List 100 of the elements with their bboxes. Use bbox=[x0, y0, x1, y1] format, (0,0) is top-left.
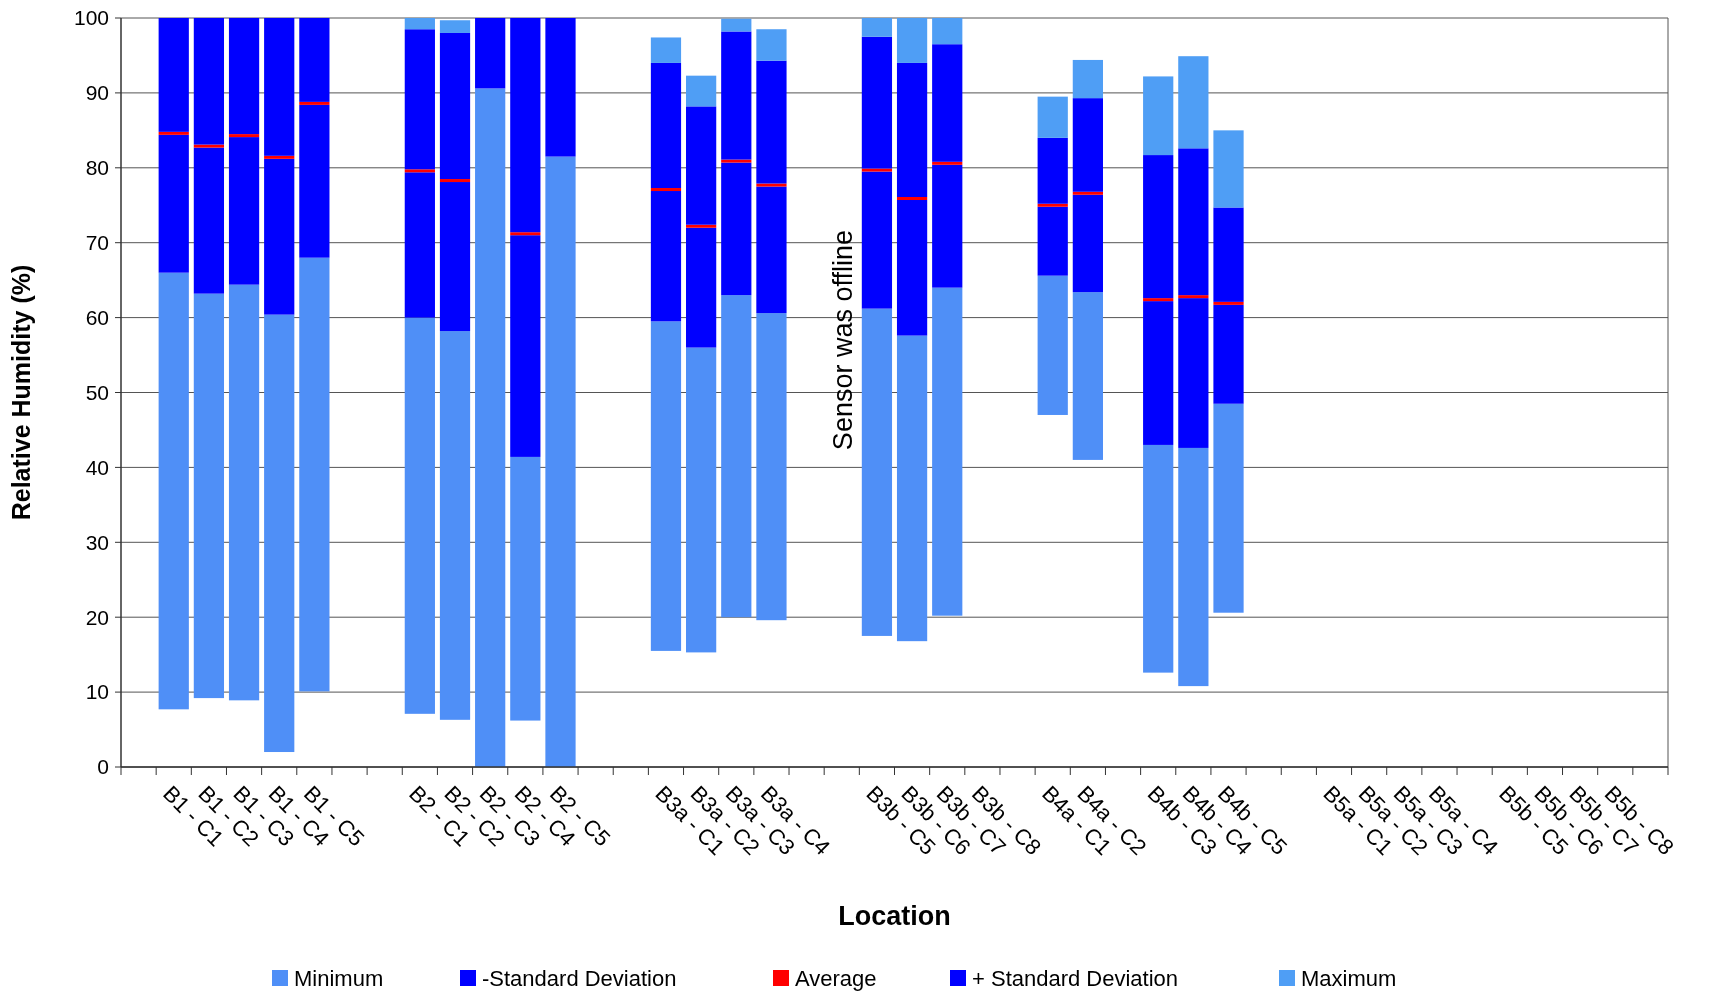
bar bbox=[686, 347, 717, 653]
bar bbox=[896, 18, 928, 63]
bar bbox=[439, 182, 471, 332]
bar bbox=[1037, 203, 1068, 207]
bar bbox=[721, 162, 752, 296]
bar bbox=[1072, 191, 1103, 195]
bar bbox=[1072, 59, 1103, 99]
bar bbox=[475, 88, 506, 767]
y-tick-label: 70 bbox=[85, 231, 109, 255]
bar bbox=[228, 18, 260, 135]
bar bbox=[1178, 148, 1209, 296]
y-tick-label: 50 bbox=[85, 380, 109, 404]
bar bbox=[861, 18, 893, 37]
legend-label: Maximum bbox=[1301, 965, 1397, 991]
bar bbox=[1143, 444, 1174, 673]
bar bbox=[932, 164, 963, 288]
bar bbox=[510, 18, 541, 233]
bar bbox=[404, 29, 435, 170]
bar bbox=[861, 168, 893, 172]
bar bbox=[756, 186, 787, 314]
bar bbox=[1037, 275, 1068, 415]
y-tick-label: 10 bbox=[85, 680, 109, 704]
bar bbox=[896, 197, 928, 201]
y-tick-label: 40 bbox=[85, 455, 109, 479]
bar bbox=[404, 18, 435, 30]
bar bbox=[545, 18, 576, 157]
bar bbox=[404, 169, 435, 173]
bar bbox=[1178, 298, 1209, 448]
bar bbox=[193, 144, 225, 148]
bar bbox=[756, 29, 787, 61]
bar bbox=[158, 272, 189, 710]
y-tick-label: 20 bbox=[85, 605, 109, 629]
y-axis-title: Relative Humidity (%) bbox=[7, 264, 35, 521]
bar bbox=[1213, 301, 1244, 305]
bar bbox=[264, 314, 295, 753]
bar bbox=[1143, 76, 1174, 156]
bar bbox=[721, 18, 752, 32]
legend-label: Average bbox=[795, 965, 877, 991]
bar bbox=[1178, 295, 1209, 299]
y-tick-label: 60 bbox=[85, 305, 109, 329]
bar bbox=[158, 131, 189, 135]
bar bbox=[299, 257, 330, 692]
bar bbox=[686, 75, 717, 107]
bar bbox=[756, 183, 787, 187]
bar bbox=[896, 62, 928, 198]
bar bbox=[861, 36, 893, 169]
bar bbox=[1072, 194, 1103, 293]
bar bbox=[193, 293, 225, 699]
bar bbox=[932, 161, 963, 165]
bar bbox=[686, 106, 717, 225]
bar bbox=[510, 235, 541, 457]
bar bbox=[158, 134, 189, 273]
bar bbox=[404, 317, 435, 714]
bar bbox=[932, 44, 963, 162]
bar bbox=[686, 227, 717, 348]
bar bbox=[721, 159, 752, 163]
bar bbox=[193, 18, 225, 145]
bar bbox=[1178, 447, 1209, 687]
bar bbox=[264, 158, 295, 315]
y-tick-label: 0 bbox=[97, 755, 109, 779]
x-axis-title: Location bbox=[838, 901, 951, 931]
bar bbox=[1143, 301, 1174, 445]
bar bbox=[510, 232, 541, 236]
bar bbox=[193, 147, 225, 294]
bar bbox=[510, 456, 541, 721]
bar bbox=[861, 308, 893, 636]
bar bbox=[756, 313, 787, 621]
y-tick-label: 80 bbox=[85, 156, 109, 180]
bar bbox=[721, 295, 752, 618]
bar bbox=[264, 155, 295, 159]
bar bbox=[896, 200, 928, 336]
bar bbox=[439, 331, 471, 720]
bar bbox=[158, 18, 189, 132]
legend-label: + Standard Deviation bbox=[972, 965, 1179, 991]
bar bbox=[650, 321, 682, 651]
bar bbox=[1072, 292, 1103, 460]
bar bbox=[1037, 206, 1068, 276]
bar bbox=[1037, 137, 1068, 204]
bar bbox=[545, 156, 576, 767]
bar bbox=[1213, 130, 1244, 208]
bar bbox=[299, 18, 330, 102]
bar bbox=[1213, 304, 1244, 404]
legend-label: Minimum bbox=[294, 965, 384, 991]
bar bbox=[299, 101, 330, 105]
bar bbox=[650, 62, 682, 189]
bar bbox=[1072, 98, 1103, 192]
bar bbox=[404, 172, 435, 318]
bar bbox=[264, 18, 295, 156]
bar bbox=[228, 137, 260, 285]
bar bbox=[1143, 298, 1174, 302]
bar bbox=[228, 134, 260, 138]
annotation: Sensor was offline bbox=[827, 230, 858, 451]
bar bbox=[228, 284, 260, 701]
bar bbox=[721, 31, 752, 160]
bar bbox=[650, 188, 682, 192]
bar bbox=[439, 20, 471, 33]
bar bbox=[686, 224, 717, 228]
y-tick-label: 30 bbox=[85, 530, 109, 554]
bar bbox=[1213, 403, 1244, 613]
bar bbox=[299, 104, 330, 258]
